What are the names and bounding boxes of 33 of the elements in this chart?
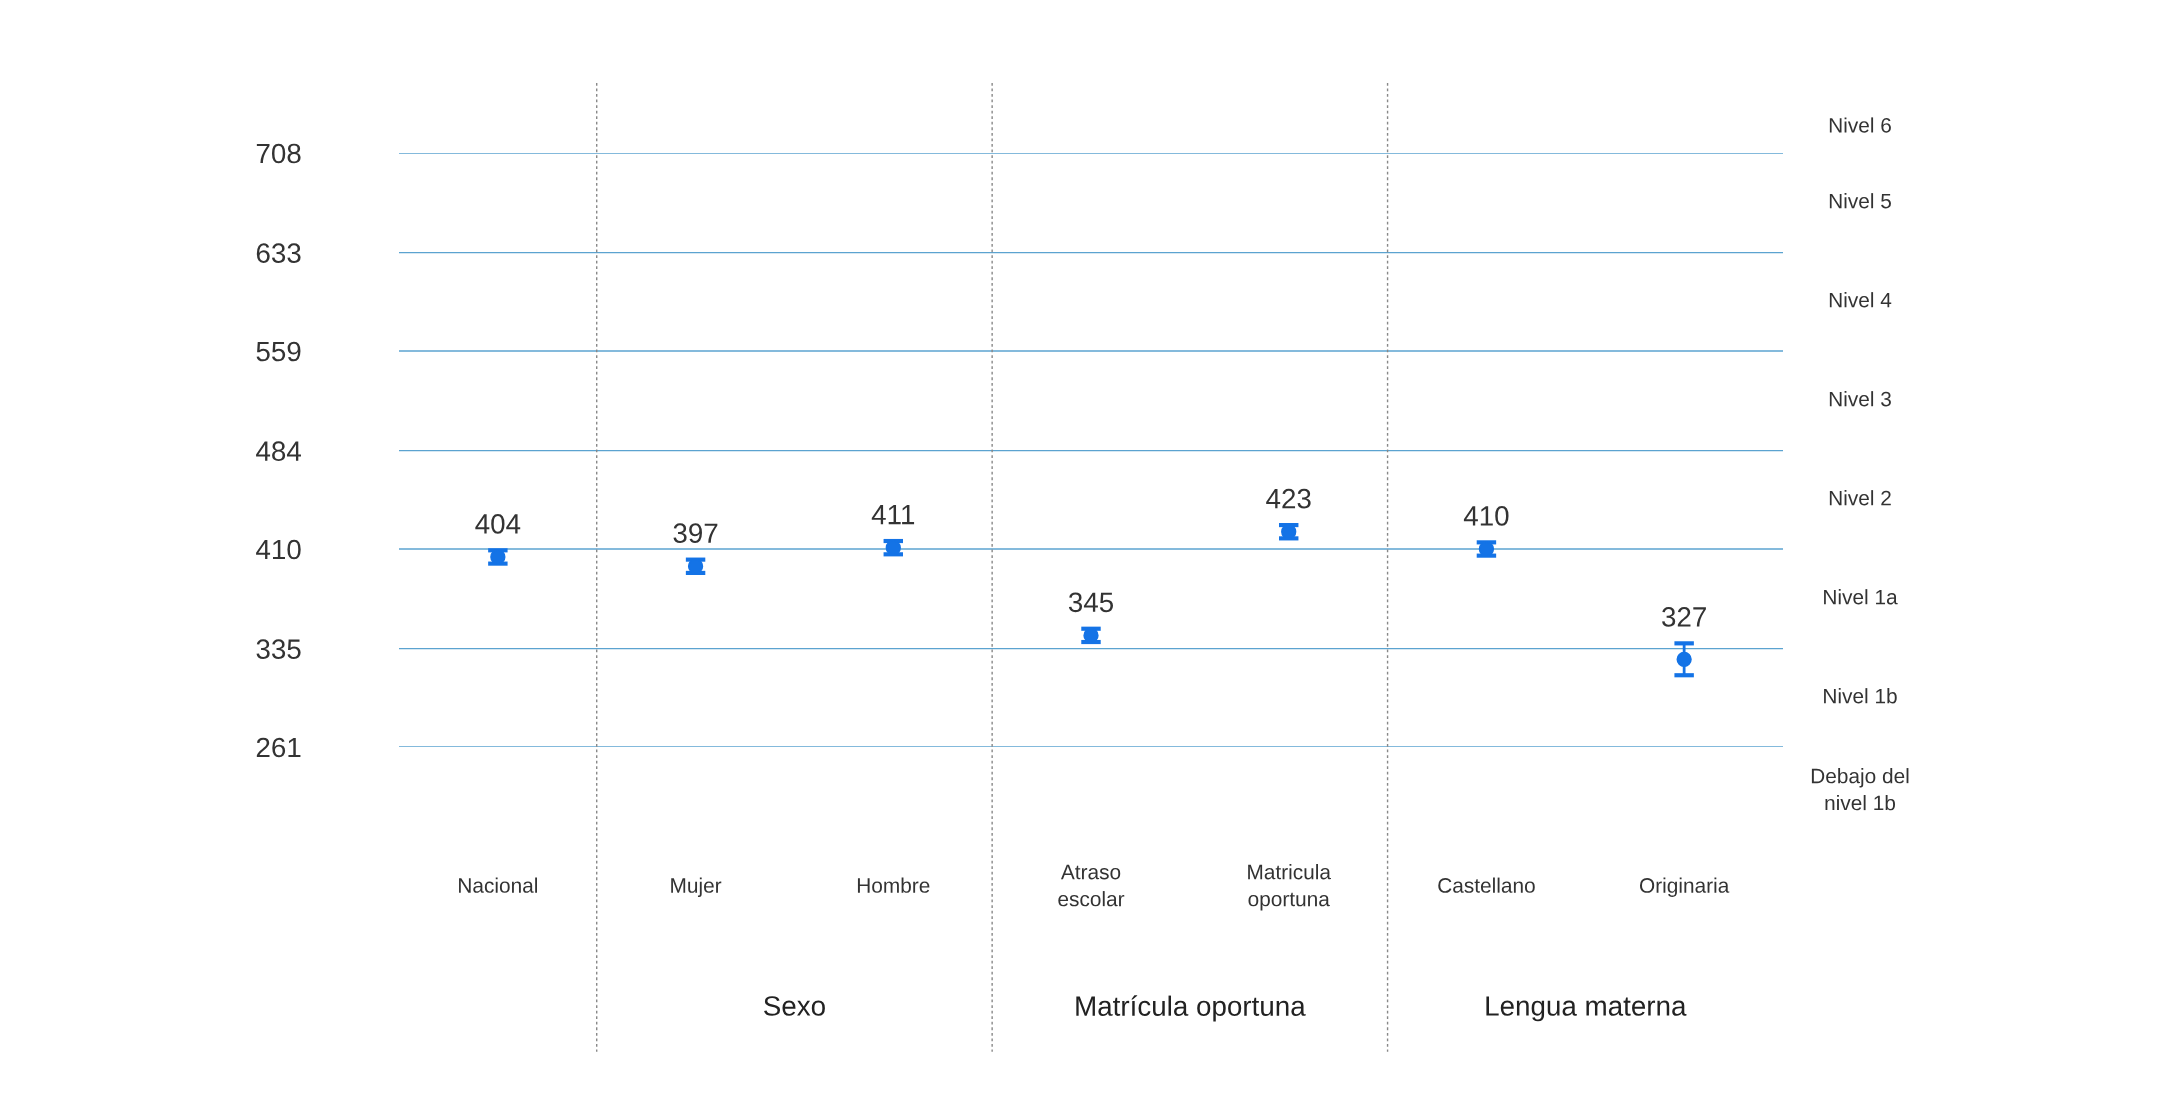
- data-label: 423: [1266, 488, 1311, 509]
- y-tick-label: 410: [256, 539, 301, 560]
- x-tick-label: Castellano: [1438, 877, 1535, 893]
- x-tick-label: Atraso escolar: [1058, 864, 1125, 907]
- point: [1676, 651, 1692, 667]
- data-label: 410: [1463, 506, 1509, 526]
- text: Debajo del nivel 1b: [1811, 768, 1909, 811]
- data-label: 404: [475, 514, 521, 534]
- y-tick-label: 335: [256, 639, 301, 659]
- data-label: 345: [1068, 592, 1114, 613]
- text: Nivel 3: [1829, 391, 1891, 407]
- x-tick-label: Originaria: [1639, 877, 1730, 897]
- y-tick-label: 261: [256, 737, 301, 758]
- text: Nivel 4: [1829, 292, 1892, 308]
- x-tick-label: Mujer: [671, 877, 722, 897]
- text: Nivel 5: [1829, 193, 1891, 209]
- text: Matrícula oportuna: [1076, 995, 1306, 1022]
- data-label: 327: [1662, 607, 1706, 627]
- x-tick-label: Hombre: [857, 877, 930, 893]
- text: Sexo: [764, 996, 825, 1016]
- y-tick-label: 633: [256, 243, 301, 263]
- data-label: 397: [673, 523, 718, 544]
- text: Nivel 2: [1829, 490, 1891, 506]
- y-tick-label: 559: [256, 341, 301, 362]
- y-tick-label: 484: [256, 441, 301, 461]
- text: Nivel 6: [1829, 117, 1891, 133]
- x-tick-label: Nacional: [459, 877, 537, 893]
- x-tick-label: Matricula oportuna: [1248, 864, 1331, 911]
- text: Lengua materna: [1486, 996, 1687, 1022]
- data-label: 411: [871, 505, 915, 525]
- text: Nivel 1a: [1824, 589, 1898, 605]
- y-tick-label: 708: [256, 143, 301, 164]
- text: Nivel 1b: [1824, 688, 1897, 704]
